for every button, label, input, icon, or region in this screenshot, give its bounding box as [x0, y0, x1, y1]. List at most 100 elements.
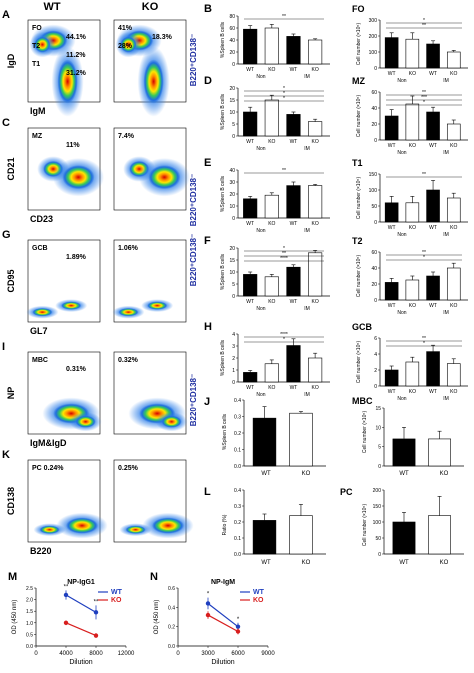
flow-x-axis-label: GL7: [30, 326, 48, 336]
y-tick-label: 60: [229, 26, 235, 32]
bar-chart: 0.0 0.1 0.2 0.3 0.4: [234, 488, 326, 558]
x-tick-label: WT: [246, 139, 254, 145]
bar: [243, 28, 258, 65]
y-tick-label: 40: [371, 266, 377, 272]
flow-plot-ko: 0.32%: [113, 351, 188, 435]
significance-marker: *: [283, 246, 285, 252]
y-tick-label: 20: [229, 86, 235, 92]
x-tick-label: 12000: [118, 651, 135, 657]
group-label: Non: [256, 306, 265, 312]
y-tick-label: 0.5: [26, 632, 33, 638]
significance-marker: **: [422, 250, 426, 256]
group-label: IM: [304, 306, 310, 312]
group-label: IM: [443, 150, 449, 156]
x-tick-label: WT: [246, 221, 254, 227]
y-tick-label: 20: [229, 246, 235, 252]
x-tick-label: WT: [388, 143, 396, 149]
x-tick-label: WT: [399, 560, 409, 566]
bar: [308, 39, 323, 65]
gate-label: FO: [32, 25, 42, 32]
flow-plot-wt: GCB 1.89%: [26, 239, 101, 323]
gate-label: PC 0.24%: [32, 465, 64, 472]
flow-plot-wt: MBC 0.31%: [27, 351, 102, 435]
gate-label: T1: [32, 61, 40, 68]
significance-marker: *: [283, 91, 285, 97]
col-header-ko: KO: [142, 1, 159, 13]
flow-y-axis-label: NP: [6, 387, 16, 400]
gate-label: 0.25%: [118, 465, 139, 472]
panel-letter-H: H: [204, 321, 212, 333]
group-label: IM: [443, 310, 449, 316]
y-axis-title: %Spleen B cells: [220, 339, 226, 376]
panel-letter-L: L: [204, 486, 211, 498]
col-header-wt: WT: [43, 1, 60, 13]
panel-letter-M: M: [8, 571, 17, 583]
flow-plot-ko: 0.25%: [113, 459, 194, 543]
bar: [426, 351, 440, 387]
significance-marker: **: [422, 336, 426, 342]
group-label: Non: [256, 74, 265, 80]
y-tick-label: 0: [374, 384, 377, 390]
bar: [243, 111, 258, 137]
y-tick-label: 20: [229, 192, 235, 198]
gate-label: T2: [32, 43, 40, 50]
x-tick-label: KO: [440, 471, 449, 477]
density-cluster: [75, 415, 96, 428]
y-tick-label: 5: [378, 445, 381, 451]
flow-plot-wt: PC 0.24%: [27, 459, 108, 543]
bar: [446, 267, 461, 301]
flow-y-axis-label: CD138: [6, 487, 16, 515]
significance-marker: **: [282, 168, 286, 174]
bar: [308, 185, 323, 219]
x-tick-label: KO: [302, 471, 311, 477]
y-tick-label: 200: [369, 34, 378, 40]
x-tick-label: 0: [34, 651, 38, 657]
x-tick-label: WT: [429, 303, 437, 309]
data-point-wt: [93, 610, 99, 615]
y-tick-label: 0.4: [168, 605, 175, 611]
density-cluster: [120, 36, 137, 53]
x-tick-label: KO: [409, 389, 416, 395]
x-tick-label: KO: [409, 71, 416, 77]
x-tick-label: KO: [268, 221, 275, 227]
density-cluster: [32, 308, 53, 317]
bar: [405, 103, 420, 141]
y-tick-label: 0: [374, 220, 377, 226]
y-tick-label: 0: [374, 66, 377, 72]
data-point-wt: [235, 624, 241, 629]
x-tick-label: KO: [312, 67, 319, 73]
bar: [428, 515, 451, 555]
density-cluster: [147, 301, 168, 310]
significance-marker: **: [422, 23, 426, 29]
bar: [426, 189, 440, 223]
group-label: Non: [397, 232, 406, 238]
y-tick-label: 4: [232, 332, 235, 338]
x-tick-label: WT: [388, 303, 396, 309]
y-tick-label: 0.6: [168, 586, 175, 592]
bar: [286, 185, 301, 219]
group-label: IM: [304, 146, 310, 152]
y-tick-label: 0.0: [168, 644, 175, 650]
flow-y-axis-label: CD21: [6, 157, 16, 180]
panel-letter-N: N: [150, 571, 158, 583]
data-point-ko: [205, 612, 211, 618]
flow-plot-ko: 41% 18.3% 28%: [113, 19, 187, 117]
group-label: IM: [443, 78, 449, 84]
y-tick-label: 0.1: [234, 536, 241, 542]
chart-title: NP-IgG1: [67, 579, 95, 586]
y-tick-label: 4: [374, 352, 377, 358]
bar: [446, 197, 461, 223]
group-label: Non: [397, 150, 406, 156]
gate-label: 44.1%: [66, 34, 87, 41]
density-cluster: [62, 165, 95, 190]
flow-plot-wt: MZ 11%: [27, 127, 104, 211]
bar: [243, 198, 258, 219]
population-side-label: B220⁺CD138⁻: [189, 34, 198, 86]
y-tick-label: 100: [369, 50, 378, 56]
panel-letter-C: C: [2, 117, 10, 129]
legend-label-wt: WT: [253, 589, 265, 596]
